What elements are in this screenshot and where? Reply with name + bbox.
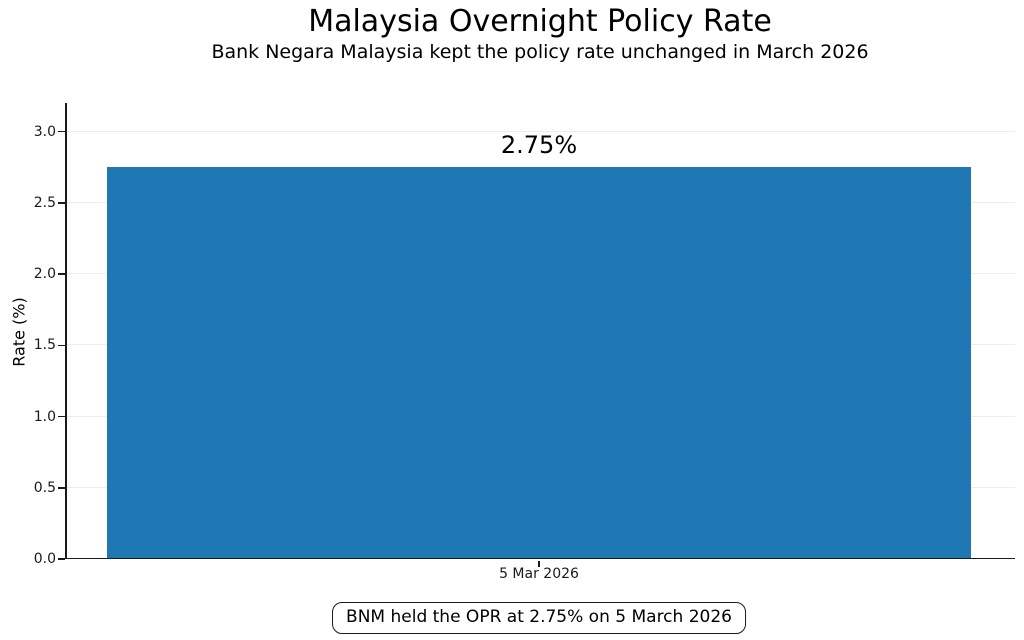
opr-bar — [107, 167, 971, 559]
y-tick-mark — [58, 415, 65, 418]
chart-title: Malaysia Overnight Policy Rate — [308, 4, 772, 39]
gridline — [65, 130, 1015, 132]
y-tick-mark — [58, 202, 65, 204]
y-tick-label: 1.0 — [33, 408, 56, 425]
y-tick-mark — [58, 130, 65, 133]
y-tick-mark — [58, 273, 65, 275]
chart-subtitle: Bank Negara Malaysia kept the policy rat… — [211, 41, 869, 63]
y-tick-label: 1.5 — [33, 337, 56, 354]
x-tick-label: 5 Mar 2026 — [499, 566, 579, 582]
bar-value-label: 2.75% — [500, 131, 578, 160]
y-tick-mark — [58, 558, 65, 560]
y-tick-label: 0.5 — [33, 479, 56, 496]
x-tick-mark — [538, 561, 540, 567]
y-tick-label: 2.5 — [33, 194, 56, 211]
y-tick-label: 2.0 — [33, 266, 56, 282]
y-tick-mark — [58, 487, 65, 489]
y-tick-label: 0.0 — [33, 551, 56, 567]
annotation-text: BNM held the OPR at 2.75% on 5 March 202… — [346, 607, 732, 627]
plot-area: 2.75% — [65, 103, 1015, 567]
annotation-box: BNM held the OPR at 2.75% on 5 March 202… — [332, 602, 746, 634]
y-tick-mark — [58, 344, 65, 346]
x-axis-spine — [65, 557, 1015, 559]
y-axis-spine — [65, 103, 67, 559]
y-axis-label: Rate (%) — [9, 297, 29, 367]
y-tick-label: 3.0 — [33, 123, 56, 140]
